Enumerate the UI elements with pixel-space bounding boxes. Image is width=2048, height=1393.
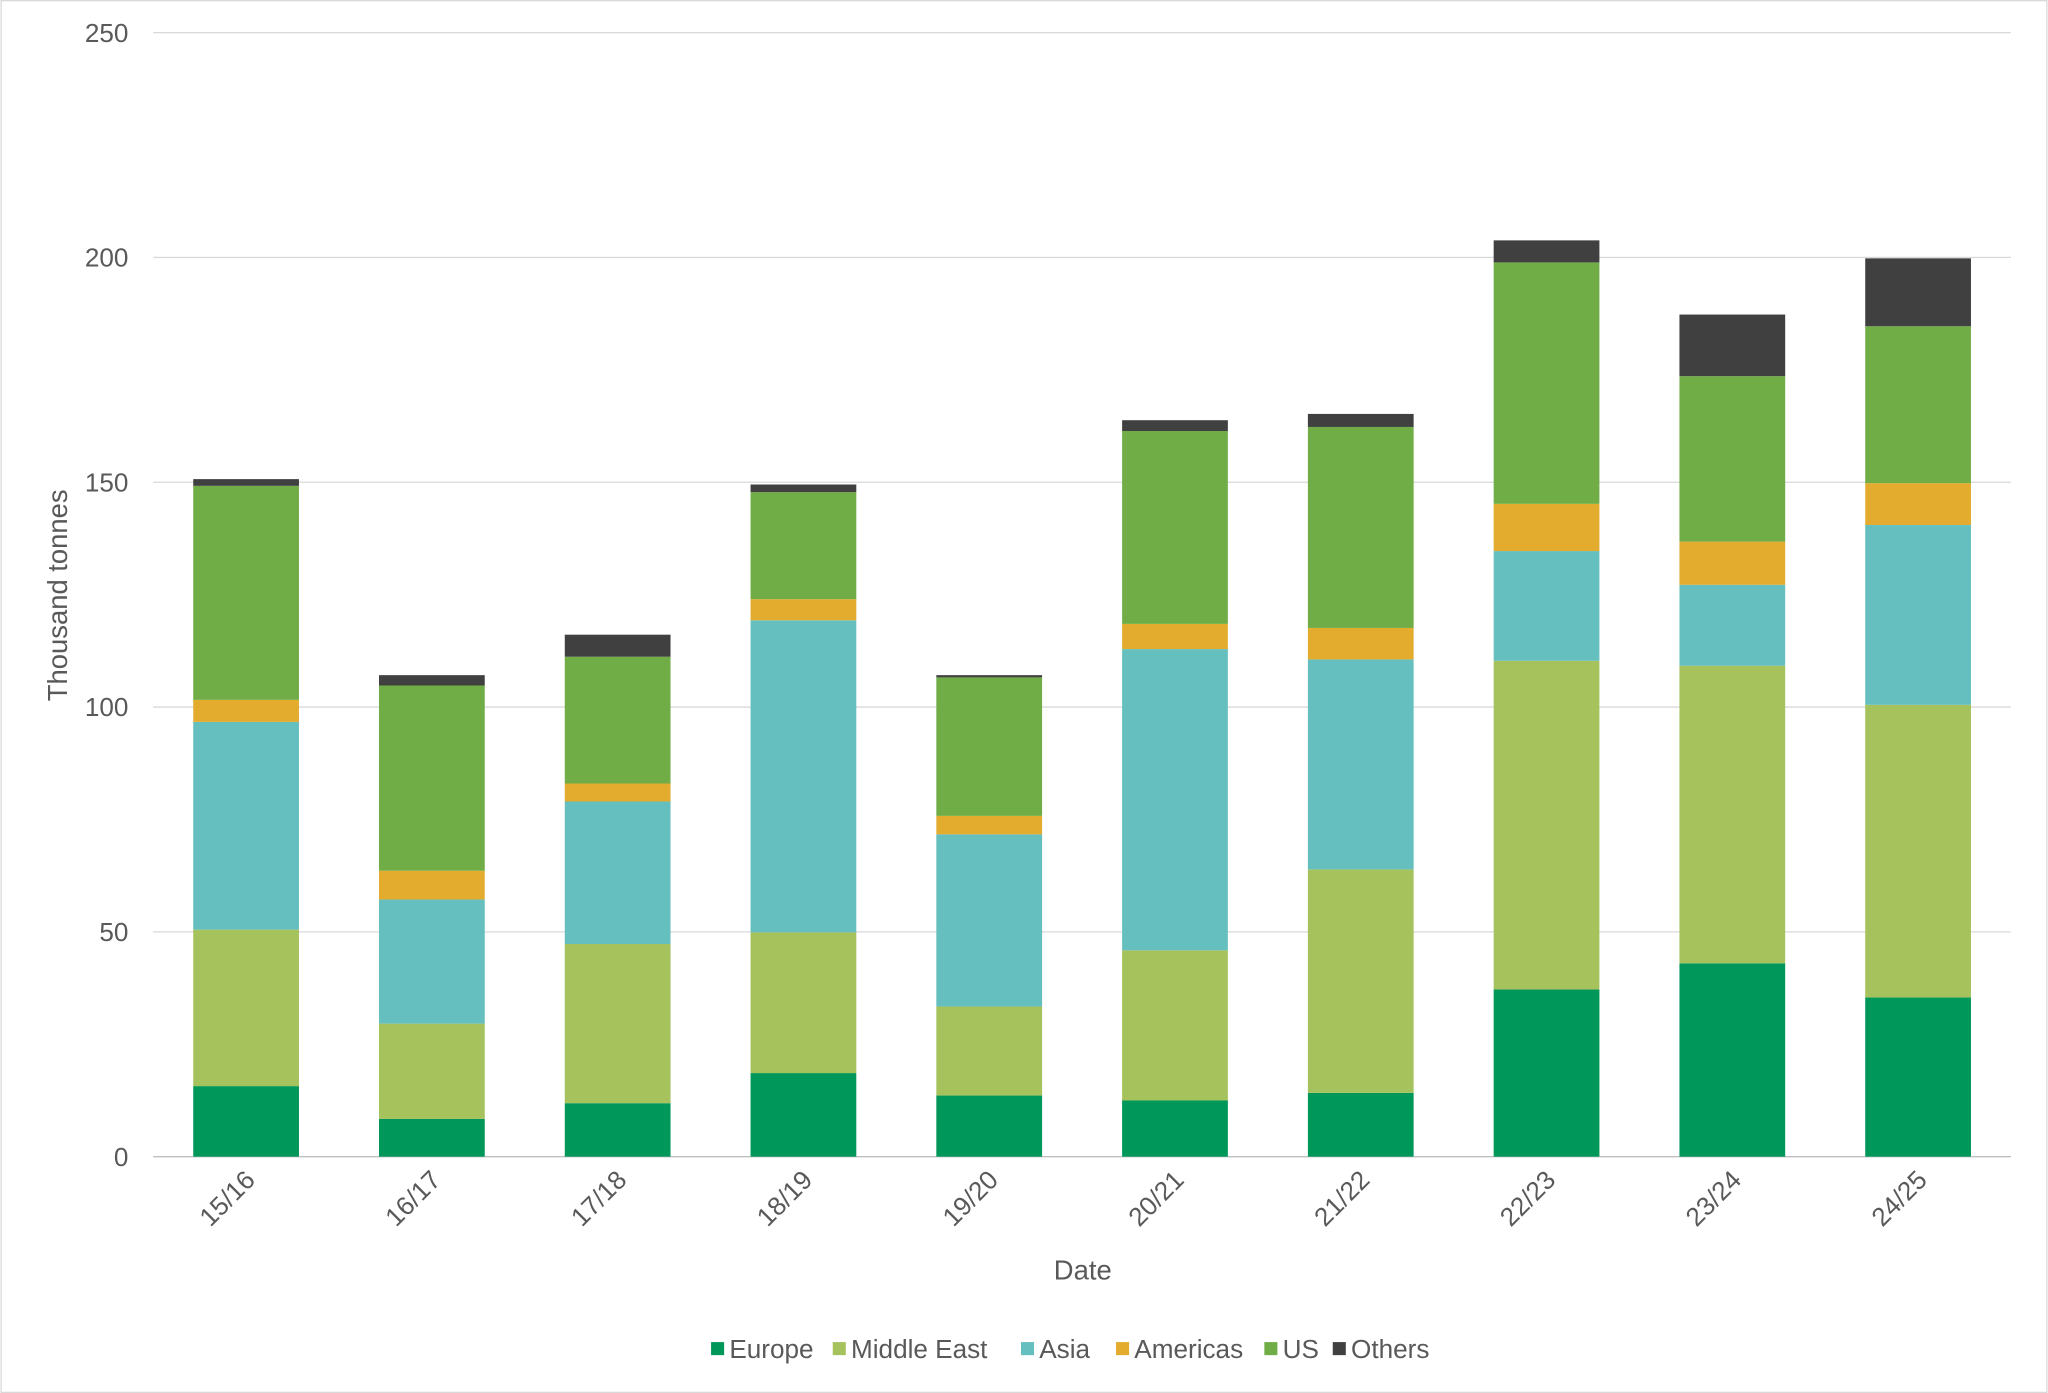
bar-others [379, 675, 485, 686]
bar-us [379, 685, 485, 871]
legend-label: Europe [729, 1334, 813, 1364]
bar-americas [1122, 623, 1228, 650]
bar-us [1679, 376, 1786, 542]
bar-asia [193, 721, 299, 930]
bar-europe [1865, 997, 1971, 1157]
bar-europe [936, 1095, 1043, 1157]
bar-us [936, 677, 1043, 816]
bar-us [1493, 262, 1600, 504]
bar-americas [1865, 483, 1971, 525]
bar-others [1122, 420, 1228, 432]
bar-others [750, 484, 857, 493]
bar-europe [1307, 1092, 1414, 1157]
bar-middle-east [1122, 950, 1228, 1101]
legend-swatch-americas [1116, 1342, 1130, 1356]
y-tick-label: 0 [114, 1142, 129, 1172]
legend-swatch-middle-east [832, 1342, 846, 1356]
bar-others [1679, 314, 1786, 377]
bar-asia [1679, 584, 1786, 666]
bar-asia [379, 899, 485, 1024]
bar-americas [379, 870, 485, 900]
legend-label: US [1283, 1334, 1319, 1364]
legend-swatch-europe [711, 1342, 725, 1356]
bar-middle-east [1679, 665, 1786, 964]
legend-swatch-asia [1020, 1342, 1035, 1356]
bar-asia [564, 801, 671, 945]
y-tick-label: 200 [85, 243, 129, 273]
bar-us [1307, 426, 1414, 628]
y-tick-label: 100 [85, 692, 129, 722]
bar-europe [564, 1103, 671, 1157]
bar-europe [379, 1118, 485, 1157]
bar-middle-east [750, 932, 857, 1074]
legend-label: Asia [1039, 1334, 1090, 1364]
legend-swatch-others [1332, 1342, 1346, 1356]
bar-americas [1493, 503, 1600, 552]
bar-middle-east [1307, 869, 1414, 1093]
y-tick-label: 250 [85, 18, 129, 48]
y-tick-label: 150 [85, 467, 129, 497]
bar-middle-east [936, 1006, 1043, 1096]
legend: Europe Middle East Asia Americas US Others [711, 1334, 1429, 1364]
bar-asia [1493, 551, 1600, 661]
bar-americas [936, 815, 1043, 835]
bar-europe [1122, 1100, 1228, 1157]
legend-label: Americas [1134, 1334, 1243, 1364]
bar-europe [750, 1073, 857, 1157]
bar-americas [564, 783, 671, 802]
bar-us [1865, 326, 1971, 484]
bar-others [1307, 413, 1414, 427]
bar-asia [1307, 659, 1414, 870]
bar-middle-east [379, 1023, 485, 1119]
bar-americas [1307, 627, 1414, 660]
bar-others [1493, 240, 1600, 263]
y-tick-label: 50 [99, 917, 128, 947]
bar-asia [936, 834, 1043, 1007]
bar-middle-east [1865, 704, 1971, 998]
bar-others [193, 479, 299, 486]
bar-others [936, 675, 1043, 678]
x-axis-title: Date [1054, 1254, 1112, 1285]
bar-middle-east [193, 929, 299, 1087]
bar-europe [1679, 963, 1786, 1157]
bar-americas [750, 599, 857, 621]
bar-asia [1122, 649, 1228, 951]
bar-us [564, 656, 671, 784]
bar-us [1122, 431, 1228, 624]
bar-asia [750, 620, 857, 933]
y-axis-title: Thousand tonnes [42, 489, 73, 701]
legend-swatch-us [1264, 1342, 1278, 1356]
bar-asia [1865, 524, 1971, 705]
bar-americas [193, 699, 299, 722]
legend-label: Others [1351, 1334, 1429, 1364]
bar-americas [1679, 541, 1786, 585]
legend-label: Middle East [851, 1334, 988, 1364]
bar-us [750, 492, 857, 600]
bar-us [193, 485, 299, 700]
bar-middle-east [1493, 660, 1600, 990]
bar-europe [1493, 989, 1600, 1157]
bar-europe [193, 1086, 299, 1157]
bar-others [564, 634, 671, 657]
bar-middle-east [564, 944, 671, 1104]
bar-others [1865, 258, 1971, 327]
